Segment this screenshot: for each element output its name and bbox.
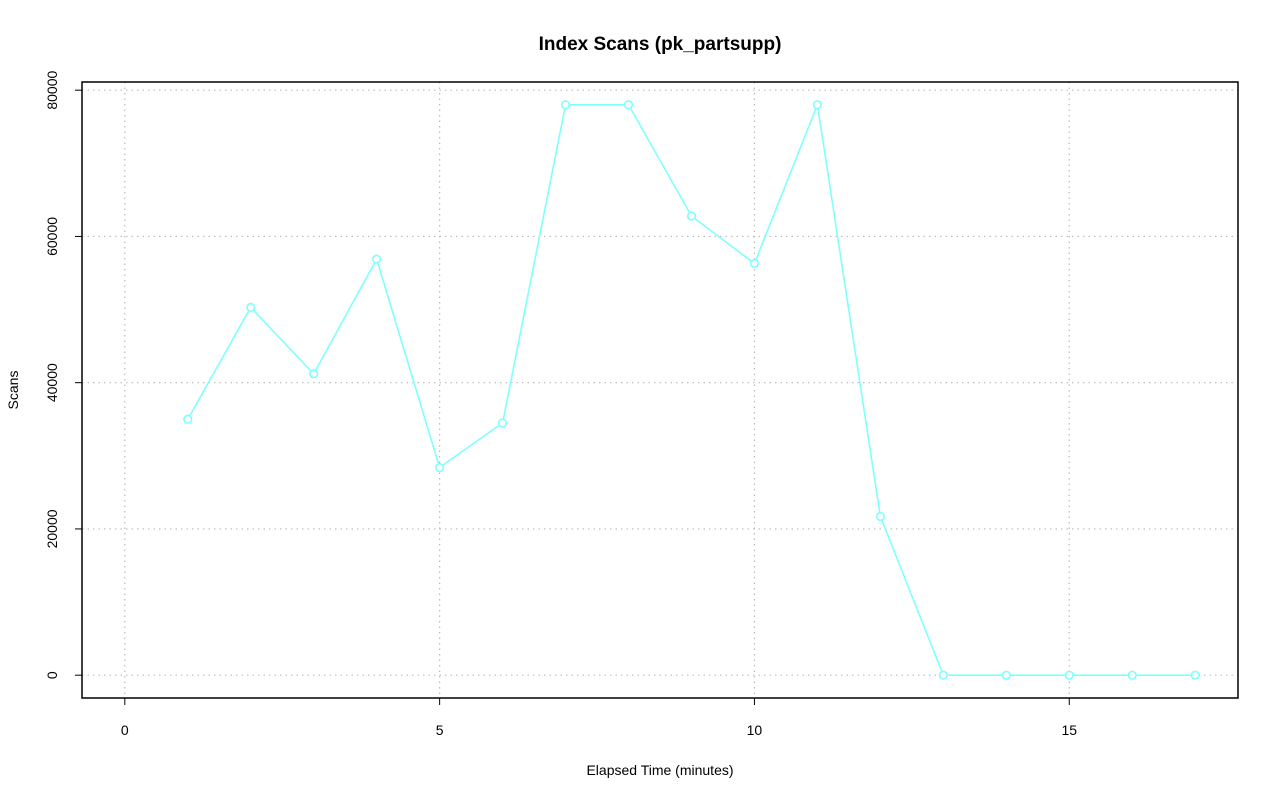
y-tick-label: 0 (44, 671, 60, 679)
data-point (749, 258, 760, 269)
y-tick-label: 40000 (44, 363, 60, 402)
y-tick-label: 20000 (44, 509, 60, 548)
plot-frame (81, 81, 1239, 699)
x-tick-label: 5 (436, 722, 444, 738)
data-point (246, 302, 256, 312)
data-point (875, 511, 885, 522)
chart-title: Index Scans (pk_partsupp) (539, 34, 782, 55)
y-tick-label: 60000 (44, 217, 60, 256)
data-point (1064, 670, 1074, 680)
data-point (1127, 670, 1137, 680)
data-point (686, 211, 697, 221)
data-point (497, 418, 508, 428)
y-tick-label: 80000 (44, 71, 60, 110)
data-point (560, 100, 571, 110)
data-point (183, 414, 193, 424)
data-point (1001, 670, 1011, 680)
data-point (623, 100, 634, 110)
data-point (435, 462, 445, 473)
data-point (309, 369, 319, 379)
data-point (812, 100, 823, 110)
x-tick-label: 15 (1061, 722, 1077, 738)
x-tick-label: 0 (121, 722, 129, 738)
data-point (938, 670, 948, 680)
data-point (1190, 670, 1200, 680)
x-axis-label: Elapsed Time (minutes) (586, 762, 733, 778)
x-tick-label: 10 (747, 722, 763, 738)
data-point (372, 254, 382, 264)
y-axis-label: Scans (5, 371, 21, 410)
